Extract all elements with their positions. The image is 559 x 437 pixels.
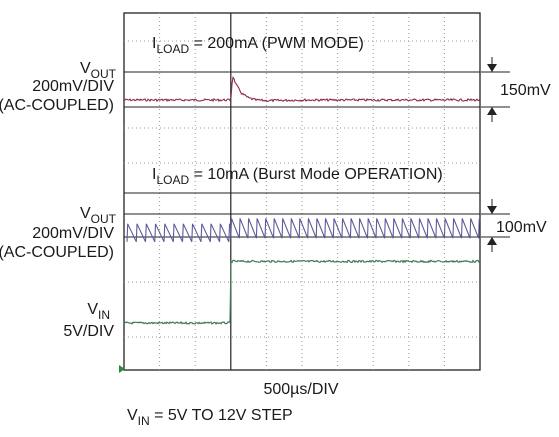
- top-amplitude-marker: [481, 57, 510, 122]
- down-arrow-icon: [487, 64, 497, 72]
- up-arrow-icon: [487, 107, 497, 115]
- top-vout-scale: 200mV/DIV: [32, 78, 114, 95]
- vin-trace: [123, 259, 481, 325]
- trigger-marker-icon: [119, 365, 125, 373]
- time-scale-label: 500µs/DIV: [263, 381, 338, 398]
- bottom-vout-trace: [126, 218, 481, 243]
- vin-label: VIN: [87, 301, 110, 322]
- figure-caption: VIN = 5V TO 12V STEP: [127, 407, 293, 428]
- bottom-vout-scale: 200mV/DIV: [32, 225, 114, 242]
- down-arrow-icon: [487, 206, 497, 214]
- top-vout-coupling: (AC-COUPLED): [0, 97, 114, 114]
- bottom-panel-title: ILOAD = 10mA (Burst Mode OPERATION): [152, 166, 443, 187]
- top-panel-title: ILOAD = 200mA (PWM MODE): [152, 35, 364, 56]
- top-vout-trace: [123, 76, 481, 103]
- bottom-vout-coupling: (AC-COUPLED): [0, 244, 114, 261]
- up-arrow-icon: [487, 237, 497, 245]
- scope-frame: [123, 12, 481, 371]
- bottom-vout-label: VOUT: [80, 205, 117, 226]
- top-amplitude-label: 150mV: [500, 82, 551, 99]
- scope-grid: [124, 13, 480, 370]
- bottom-amplitude-label: 100mV: [496, 219, 547, 236]
- vin-scale: 5V/DIV: [63, 323, 114, 340]
- top-vout-label: VOUT: [80, 60, 117, 81]
- bottom-amplitude-marker: [481, 199, 510, 252]
